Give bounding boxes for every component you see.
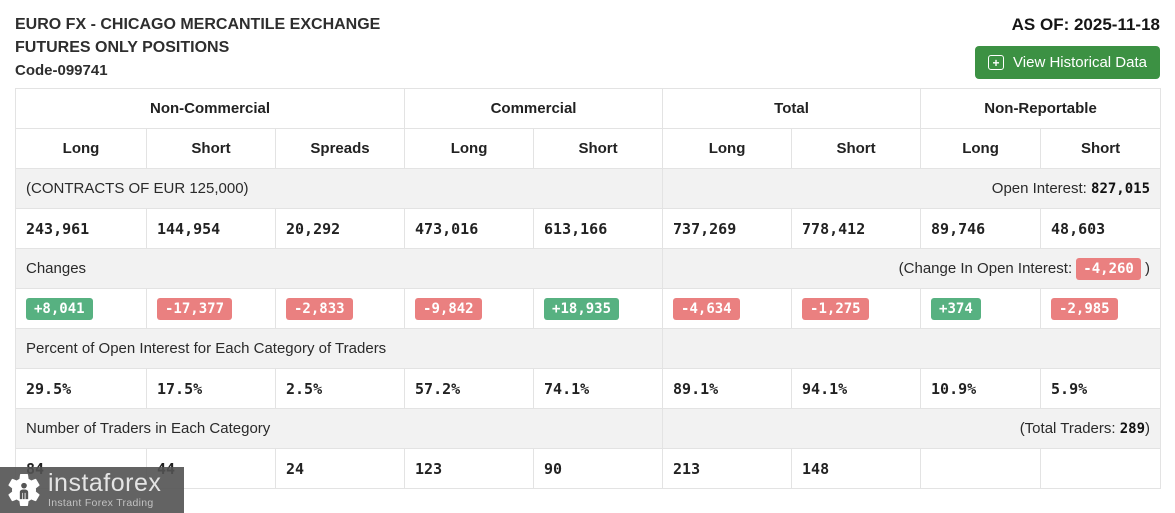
traders-cell-comm-short: 90 bbox=[533, 448, 664, 489]
group-header-non-reportable: Non-Reportable bbox=[920, 88, 1162, 129]
col-header-nonrep-long: Long bbox=[920, 128, 1042, 169]
change-badge: +8,041 bbox=[26, 297, 93, 320]
traders-label: Number of Traders in Each Category bbox=[14, 408, 664, 449]
report-code: Code-099741 bbox=[15, 62, 108, 79]
percent-label: Percent of Open Interest for Each Catego… bbox=[14, 328, 664, 369]
cot-positions-table: Non-Commercial Commercial Total Non-Repo… bbox=[14, 88, 1162, 489]
position-cell-nonrep-short: 48,603 bbox=[1040, 208, 1162, 249]
percent-cell-nonrep-short: 5.9% bbox=[1040, 368, 1162, 409]
percent-cell-comm-long: 57.2% bbox=[404, 368, 535, 409]
change-cell-comm-short: +18,935 bbox=[533, 288, 664, 329]
col-header-noncomm-spreads: Spreads bbox=[274, 128, 406, 169]
change-badge: -9,842 bbox=[415, 297, 482, 320]
position-cell-noncomm-long: 243,961 bbox=[15, 208, 147, 249]
group-header-commercial: Commercial bbox=[404, 88, 664, 129]
change-cell-total-long: -4,634 bbox=[662, 288, 793, 329]
position-cell-comm-long: 473,016 bbox=[404, 208, 535, 249]
group-header-total: Total bbox=[662, 88, 922, 129]
change-cell-comm-long: -9,842 bbox=[404, 288, 535, 329]
change-cell-noncomm-long: +8,041 bbox=[15, 288, 147, 329]
open-interest-label: Open Interest: bbox=[991, 180, 1092, 197]
change-in-oi-label: (Change In Open Interest: bbox=[898, 259, 1077, 277]
total-traders-label: (Total Traders: bbox=[1019, 420, 1120, 437]
change-cell-nonrep-short: -2,985 bbox=[1040, 288, 1162, 329]
positions-row: 243,961 144,954 20,292 473,016 613,166 7… bbox=[15, 208, 1162, 249]
percent-cell-total-long: 89.1% bbox=[662, 368, 793, 409]
percent-cell-total-short: 94.1% bbox=[791, 368, 922, 409]
position-cell-total-long: 737,269 bbox=[662, 208, 793, 249]
as-of-date: AS OF: 2025-11-18 bbox=[1011, 15, 1160, 34]
total-traders-suffix: ) bbox=[1145, 420, 1151, 437]
percent-cell-nonrep-long: 10.9% bbox=[920, 368, 1042, 409]
change-badge: +374 bbox=[931, 297, 981, 320]
group-header-non-commercial: Non-Commercial bbox=[14, 88, 406, 129]
change-in-oi-suffix: ) bbox=[1140, 259, 1151, 277]
instaforex-brand-text: instaforex bbox=[48, 469, 162, 498]
traders-cell-nonrep-short bbox=[1040, 448, 1162, 489]
report-title-line2: FUTURES ONLY POSITIONS bbox=[15, 39, 230, 56]
total-traders-cell: (Total Traders: 289) bbox=[662, 408, 1162, 449]
percent-cell-noncomm-spreads: 2.5% bbox=[274, 368, 406, 409]
traders-cell-total-short: 148 bbox=[791, 448, 922, 489]
contracts-label: (CONTRACTS OF EUR 125,000) bbox=[14, 168, 664, 209]
change-badge: -2,985 bbox=[1051, 297, 1118, 320]
instaforex-watermark: instaforex Instant Forex Trading bbox=[0, 467, 184, 513]
percent-row: 29.5% 17.5% 2.5% 57.2% 74.1% 89.1% 94.1%… bbox=[15, 368, 1162, 409]
change-badge: -17,377 bbox=[157, 297, 233, 320]
col-header-noncomm-long: Long bbox=[15, 128, 147, 169]
percent-band-empty bbox=[662, 328, 1162, 369]
position-cell-noncomm-short: 144,954 bbox=[146, 208, 276, 249]
report-title-line1: EURO FX - CHICAGO MERCANTILE EXCHANGE bbox=[15, 16, 381, 33]
changes-band: Changes (Change In Open Interest: -4,260… bbox=[14, 248, 1162, 289]
changes-row: +8,041 -17,377 -2,833 -9,842 +18,935 -4,… bbox=[15, 288, 1162, 329]
open-interest-cell: Open Interest: 827,015 bbox=[662, 168, 1162, 209]
col-header-total-short: Short bbox=[791, 128, 922, 169]
change-badge: -1,275 bbox=[802, 297, 869, 320]
traders-cell-comm-long: 123 bbox=[404, 448, 535, 489]
change-cell-nonrep-long: +374 bbox=[920, 288, 1042, 329]
position-cell-total-short: 778,412 bbox=[791, 208, 922, 249]
change-badge: -2,833 bbox=[286, 297, 353, 320]
view-historical-data-label: View Historical Data bbox=[1013, 54, 1147, 71]
change-badge: +18,935 bbox=[544, 297, 620, 320]
percent-band: Percent of Open Interest for Each Catego… bbox=[14, 328, 1162, 369]
col-header-nonrep-short: Short bbox=[1040, 128, 1162, 169]
total-traders-value: 289 bbox=[1119, 421, 1146, 437]
col-header-comm-long: Long bbox=[404, 128, 535, 169]
percent-cell-comm-short: 74.1% bbox=[533, 368, 664, 409]
instaforex-tagline-text: Instant Forex Trading bbox=[48, 497, 154, 510]
column-header-row: Long Short Spreads Long Short Long Short… bbox=[15, 128, 1162, 169]
col-header-noncomm-short: Short bbox=[146, 128, 276, 169]
change-cell-total-short: -1,275 bbox=[791, 288, 922, 329]
change-in-oi-badge: -4,260 bbox=[1076, 257, 1141, 280]
report-header: EURO FX - CHICAGO MERCANTILE EXCHANGE FU… bbox=[0, 0, 1175, 88]
report-titles: EURO FX - CHICAGO MERCANTILE EXCHANGE FU… bbox=[15, 13, 380, 82]
open-interest-value: 827,015 bbox=[1091, 181, 1151, 197]
position-cell-noncomm-spreads: 20,292 bbox=[274, 208, 406, 249]
position-cell-comm-short: 613,166 bbox=[533, 208, 664, 249]
traders-row: 84 44 24 123 90 213 148 bbox=[15, 448, 1162, 489]
group-header-row: Non-Commercial Commercial Total Non-Repo… bbox=[14, 88, 1162, 129]
percent-cell-noncomm-short: 17.5% bbox=[146, 368, 276, 409]
header-right: AS OF: 2025-11-18 + View Historical Data bbox=[975, 13, 1160, 79]
col-header-total-long: Long bbox=[662, 128, 793, 169]
calendar-plus-icon: + bbox=[988, 55, 1005, 70]
percent-cell-noncomm-long: 29.5% bbox=[15, 368, 147, 409]
col-header-comm-short: Short bbox=[533, 128, 664, 169]
instaforex-wordmark: instaforex Instant Forex Trading bbox=[48, 471, 161, 509]
change-badge: -4,634 bbox=[673, 297, 740, 320]
change-in-open-interest-cell: (Change In Open Interest: -4,260 ) bbox=[662, 248, 1162, 289]
traders-band: Number of Traders in Each Category (Tota… bbox=[14, 408, 1162, 449]
change-cell-noncomm-short: -17,377 bbox=[146, 288, 276, 329]
traders-cell-nonrep-long bbox=[920, 448, 1042, 489]
view-historical-data-button[interactable]: + View Historical Data bbox=[975, 46, 1160, 79]
changes-label: Changes bbox=[14, 248, 664, 289]
traders-cell-noncomm-spreads: 24 bbox=[274, 448, 406, 489]
change-cell-noncomm-spreads: -2,833 bbox=[274, 288, 406, 329]
instaforex-gear-logo-icon bbox=[8, 474, 40, 506]
traders-cell-total-long: 213 bbox=[662, 448, 793, 489]
contracts-open-interest-band: (CONTRACTS OF EUR 125,000) Open Interest… bbox=[14, 168, 1162, 209]
position-cell-nonrep-long: 89,746 bbox=[920, 208, 1042, 249]
